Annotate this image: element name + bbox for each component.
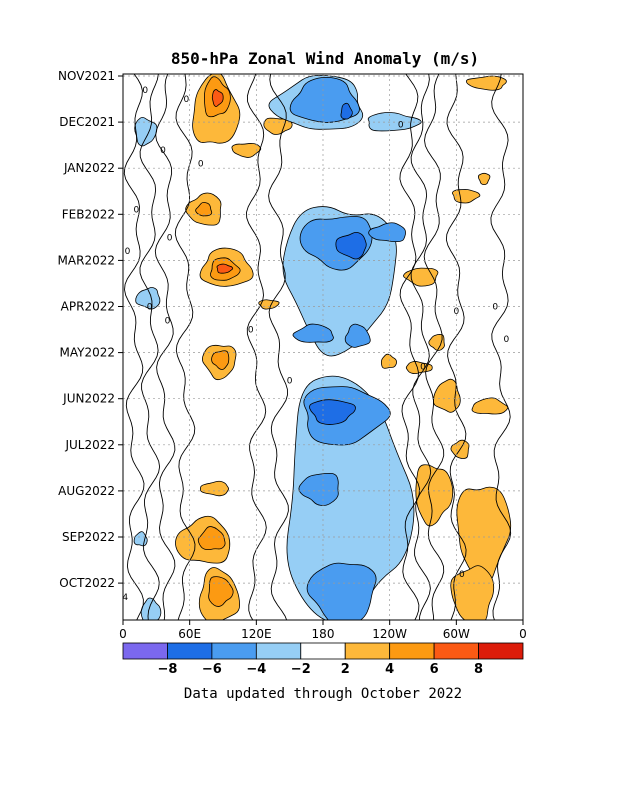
negative-anomaly-region — [292, 323, 334, 343]
contour-label: 0 — [147, 303, 153, 313]
x-axis-ticks: 0 60E 120E 180 120W 60W 0 — [119, 620, 527, 641]
colorbar-swatch — [478, 642, 524, 660]
contour-labels: 0 0 0 0 0 0 0 0 0 0 0 0 0 0 0 0 0 4 — [122, 86, 509, 603]
x-tick-label: 120W — [372, 627, 407, 641]
contour-label: 0 — [198, 160, 204, 170]
colorbar-swatch — [433, 642, 479, 660]
positive-anomaly-region — [195, 201, 213, 217]
positive-anomaly-region — [211, 89, 224, 107]
y-tick-label: OCT2022 — [59, 576, 115, 590]
negative-anomaly-region — [367, 112, 422, 132]
contour-label: 4 — [122, 593, 128, 603]
colorbar-swatch — [300, 642, 346, 660]
zero-contour-line — [246, 74, 267, 620]
colorbar-swatch — [344, 642, 391, 660]
contour-label: 0 — [133, 206, 139, 216]
positive-anomaly-region — [380, 353, 397, 369]
colorbar-label: 4 — [385, 662, 394, 677]
colorbar-swatch — [167, 642, 213, 660]
zero-contour-line — [268, 74, 289, 620]
negative-anomaly-region — [344, 323, 371, 348]
y-tick-label: MAR2022 — [58, 253, 115, 267]
contour-label: 0 — [165, 316, 171, 326]
y-tick-label: FEB2022 — [62, 207, 115, 221]
positive-anomaly-region — [477, 172, 491, 186]
colorbar-swatch — [389, 642, 435, 660]
contour-label: 0 — [183, 95, 189, 105]
positive-anomaly-region — [199, 480, 229, 497]
colorbar-label: −2 — [291, 662, 311, 677]
positive-anomaly-region — [471, 397, 509, 415]
colorbar: −8 −6 −4 −2 2 4 6 8 — [122, 642, 524, 677]
colorbar-swatch — [211, 642, 257, 660]
zero-contour-line — [423, 74, 445, 620]
contour-label: 0 — [398, 120, 404, 130]
contour-label: 0 — [160, 146, 166, 156]
contour-label: 0 — [459, 570, 465, 580]
contour-label: 0 — [142, 86, 148, 96]
x-tick-label: 60W — [443, 627, 470, 641]
y-tick-label: AUG2022 — [58, 484, 115, 498]
colorbar-label: 6 — [430, 662, 439, 677]
zero-contour-line — [490, 74, 512, 620]
colorbar-label: −6 — [202, 662, 222, 677]
positive-anomaly-region — [216, 263, 234, 274]
contour-label: 0 — [492, 303, 498, 313]
zero-contour-line — [154, 74, 176, 620]
positive-anomaly-region — [415, 464, 454, 527]
colorbar-label: 8 — [474, 662, 483, 677]
gridlines — [123, 74, 523, 620]
y-tick-label: NOV2021 — [58, 69, 115, 83]
y-tick-label: SEP2022 — [62, 530, 115, 544]
x-tick-label: 0 — [119, 627, 127, 641]
contour-label: 0 — [287, 376, 293, 386]
zero-contours — [123, 74, 512, 620]
positive-anomaly-region — [428, 334, 445, 351]
negative-anomaly-region — [298, 472, 339, 506]
y-tick-label: DEC2021 — [59, 115, 115, 129]
y-tick-label: JUL2022 — [64, 438, 115, 452]
chart-title: 850-hPa Zonal Wind Anomaly (m/s) — [171, 49, 479, 68]
x-tick-label: 60E — [178, 627, 201, 641]
contour-label: 0 — [503, 335, 509, 345]
zero-contour-line — [139, 74, 161, 620]
colorbar-swatch — [255, 642, 302, 660]
negative-anomaly-region — [309, 399, 356, 425]
positive-anomaly-region — [211, 350, 230, 370]
y-tick-label: JUN2022 — [62, 392, 115, 406]
x-tick-label: 0 — [519, 627, 527, 641]
contour-label: 0 — [453, 307, 459, 317]
contour-label: 0 — [248, 326, 254, 336]
y-tick-label: JAN2022 — [63, 161, 115, 175]
y-tick-label: APR2022 — [61, 300, 115, 314]
negative-anomaly-region — [135, 287, 161, 310]
colorbar-swatch — [122, 642, 168, 660]
y-axis-ticks: NOV2021 DEC2021 JAN2022 FEB2022 MAR2022 APR20… — [58, 69, 123, 590]
zero-contour-line — [123, 74, 145, 620]
positive-anomaly-region — [466, 75, 507, 91]
colorbar-label: 2 — [341, 662, 350, 677]
x-tick-label: 120E — [241, 627, 272, 641]
footer-note: Data updated through October 2022 — [184, 686, 462, 702]
contour-label: 0 — [420, 362, 426, 372]
colorbar-label: −8 — [157, 662, 177, 677]
contour-label: 0 — [125, 247, 131, 257]
negative-anomaly-region — [335, 231, 367, 260]
negative-anomaly-region — [368, 222, 406, 243]
negative-anomaly-region — [306, 562, 377, 620]
positive-anomaly-region — [450, 565, 495, 620]
colorbar-label: −4 — [246, 662, 266, 677]
positive-anomaly-region — [231, 143, 262, 158]
negative-anomaly-region — [340, 102, 353, 120]
zero-contour-line — [399, 74, 421, 620]
contour-label: 0 — [167, 233, 173, 243]
y-tick-label: MAY2022 — [60, 346, 116, 360]
plot-area: 0 0 0 0 0 0 0 0 0 0 0 0 0 0 0 0 0 4 — [122, 74, 523, 620]
x-tick-label: 180 — [312, 627, 335, 641]
zero-contour-line — [410, 74, 432, 620]
positive-anomaly-region — [208, 576, 234, 607]
